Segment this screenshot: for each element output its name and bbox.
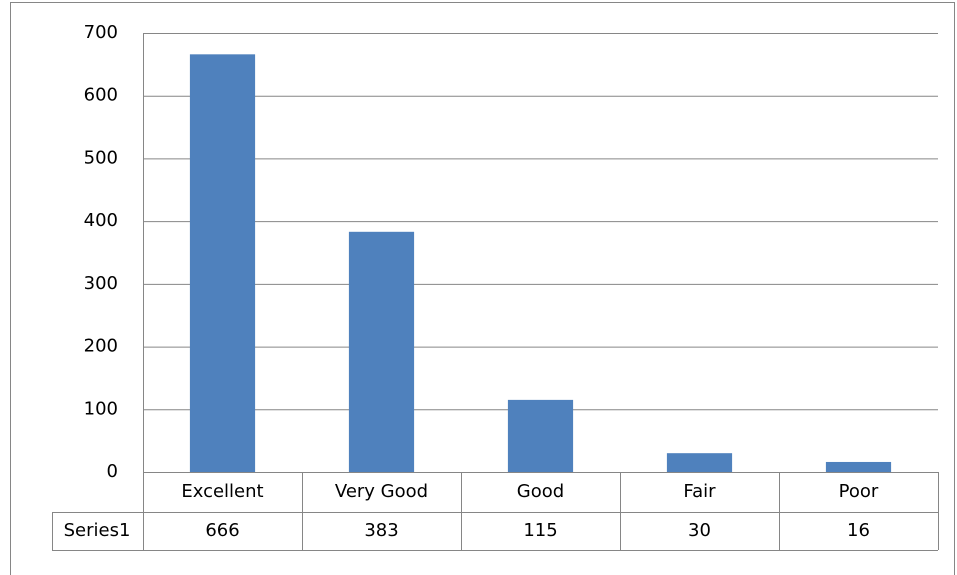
y-tick-label: 600 xyxy=(84,85,118,106)
table-value: 115 xyxy=(523,520,557,541)
y-tick-label: 300 xyxy=(84,273,118,294)
x-tick-label: Very Good xyxy=(335,481,428,502)
chart-frame xyxy=(10,2,955,575)
y-tick-label: 0 xyxy=(107,461,118,482)
series-name: Series1 xyxy=(64,520,131,541)
x-tick-label: Excellent xyxy=(181,481,263,502)
x-tick-label: Fair xyxy=(683,481,716,502)
table-value: 16 xyxy=(847,520,870,541)
table-value: 666 xyxy=(205,520,239,541)
bar xyxy=(507,399,574,472)
bar xyxy=(825,461,892,472)
table-value: 383 xyxy=(364,520,398,541)
y-tick-label: 700 xyxy=(84,22,118,43)
x-tick-label: Poor xyxy=(839,481,879,502)
y-tick-label: 400 xyxy=(84,210,118,231)
y-tick-label: 200 xyxy=(84,336,118,357)
y-tick-label: 500 xyxy=(84,147,118,168)
bar xyxy=(189,54,256,473)
table-value: 30 xyxy=(688,520,711,541)
x-tick-label: Good xyxy=(517,481,564,502)
y-tick-label: 100 xyxy=(84,398,118,419)
bar xyxy=(348,231,415,472)
bar xyxy=(666,453,733,472)
